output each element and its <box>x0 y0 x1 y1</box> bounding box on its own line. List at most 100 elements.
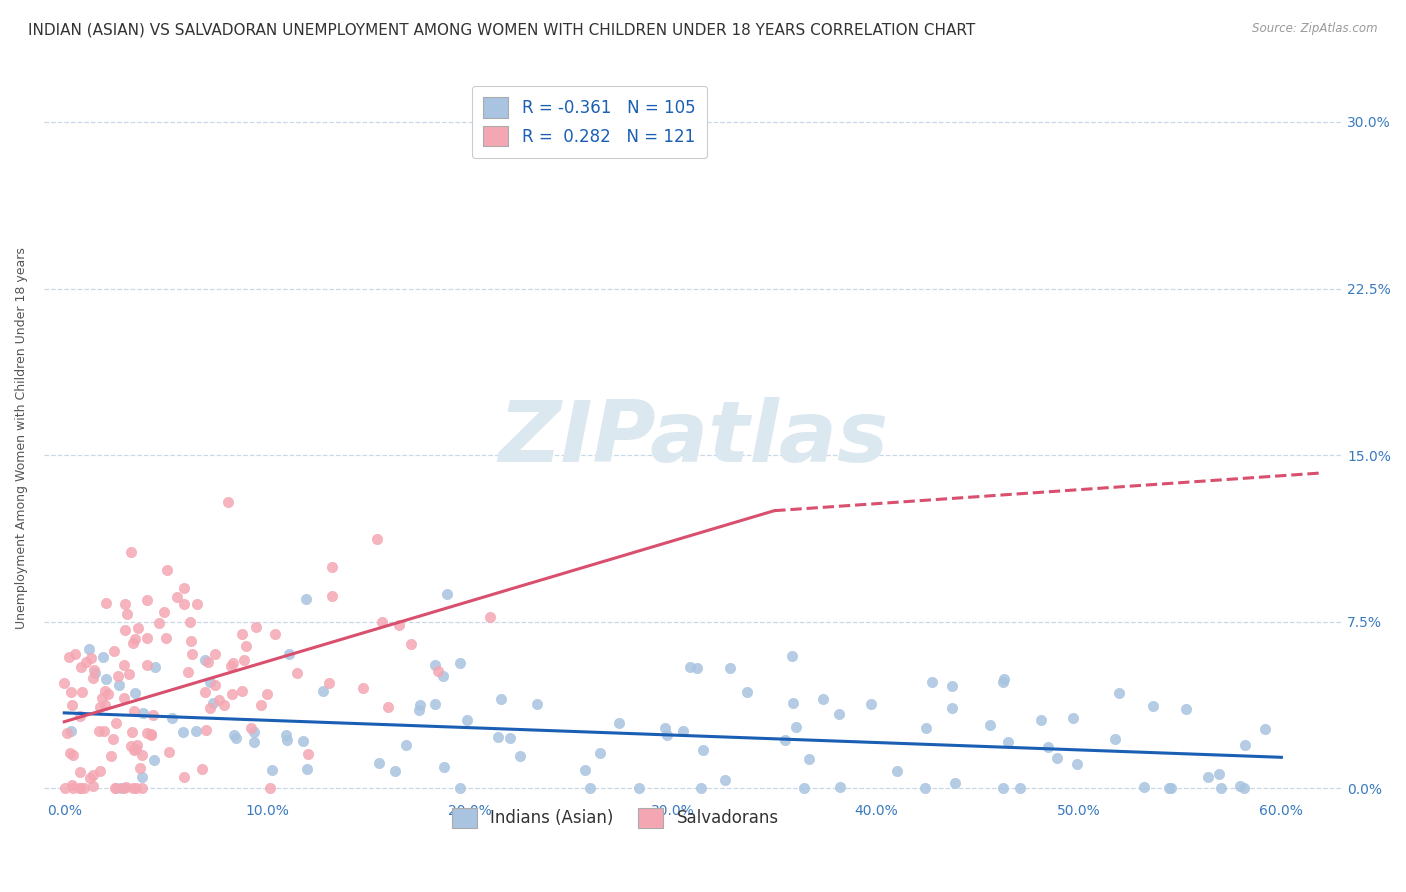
Point <box>194 685 217 699</box>
Point <box>156 563 179 577</box>
Point <box>53 676 76 690</box>
Point <box>131 781 153 796</box>
Point <box>1066 756 1088 771</box>
Point <box>1008 781 1031 796</box>
Point <box>366 533 388 547</box>
Point <box>256 687 278 701</box>
Point <box>97 687 120 701</box>
Point <box>368 756 391 771</box>
Point <box>82 779 104 793</box>
Point <box>219 658 242 673</box>
Point <box>201 697 224 711</box>
Point <box>105 715 128 730</box>
Point <box>107 669 129 683</box>
Point <box>370 615 392 629</box>
Point <box>225 731 247 746</box>
Point <box>672 723 695 738</box>
Point <box>276 733 298 747</box>
Point <box>181 647 204 661</box>
Point <box>291 733 314 747</box>
Point <box>395 739 418 753</box>
Point <box>122 636 145 650</box>
Point <box>132 706 155 720</box>
Point <box>82 671 104 685</box>
Point <box>69 708 91 723</box>
Point <box>427 664 450 678</box>
Point <box>94 684 117 698</box>
Point <box>1142 698 1164 713</box>
Point <box>79 641 101 656</box>
Point <box>84 666 107 681</box>
Point <box>195 723 218 737</box>
Point <box>436 587 458 601</box>
Point <box>135 657 157 672</box>
Point <box>179 615 201 629</box>
Point <box>274 728 297 742</box>
Point <box>797 752 820 766</box>
Point <box>240 721 263 735</box>
Point <box>198 701 221 715</box>
Point <box>114 623 136 637</box>
Point <box>94 698 117 713</box>
Point <box>125 738 148 752</box>
Point <box>793 781 815 796</box>
Point <box>579 781 602 796</box>
Point <box>212 698 235 712</box>
Point <box>56 726 79 740</box>
Point <box>176 665 198 680</box>
Point <box>233 653 256 667</box>
Point <box>115 780 138 795</box>
Point <box>59 724 82 739</box>
Point <box>120 544 142 558</box>
Point <box>69 781 91 796</box>
Point <box>479 609 502 624</box>
Point <box>1108 686 1130 700</box>
Point <box>915 721 938 735</box>
Point <box>456 713 478 727</box>
Point <box>69 765 91 780</box>
Point <box>243 735 266 749</box>
Point <box>737 684 759 698</box>
Point <box>172 724 194 739</box>
Point <box>1160 781 1182 796</box>
Point <box>91 650 114 665</box>
Point <box>69 660 91 674</box>
Point <box>103 644 125 658</box>
Point <box>62 748 84 763</box>
Point <box>352 681 374 695</box>
Point <box>423 697 446 711</box>
Point <box>115 607 138 622</box>
Point <box>96 596 118 610</box>
Point <box>166 590 188 604</box>
Point <box>245 619 267 633</box>
Point <box>449 780 471 795</box>
Point <box>124 686 146 700</box>
Point <box>993 673 1015 687</box>
Point <box>58 650 80 665</box>
Point <box>184 724 207 739</box>
Point <box>143 754 166 768</box>
Point <box>377 700 399 714</box>
Point <box>574 763 596 777</box>
Point <box>488 730 510 744</box>
Point <box>104 781 127 796</box>
Point <box>432 669 454 683</box>
Point <box>153 605 176 619</box>
Point <box>191 762 214 776</box>
Point <box>131 770 153 784</box>
Point <box>121 781 143 796</box>
Point <box>108 678 131 692</box>
Point <box>94 672 117 686</box>
Point <box>131 747 153 762</box>
Point <box>1133 780 1156 795</box>
Point <box>128 761 150 775</box>
Point <box>278 648 301 662</box>
Point <box>941 679 963 693</box>
Point <box>60 778 83 792</box>
Point <box>112 657 135 672</box>
Point <box>263 627 285 641</box>
Point <box>297 762 319 776</box>
Point <box>1229 779 1251 793</box>
Point <box>780 648 803 663</box>
Point <box>1175 702 1198 716</box>
